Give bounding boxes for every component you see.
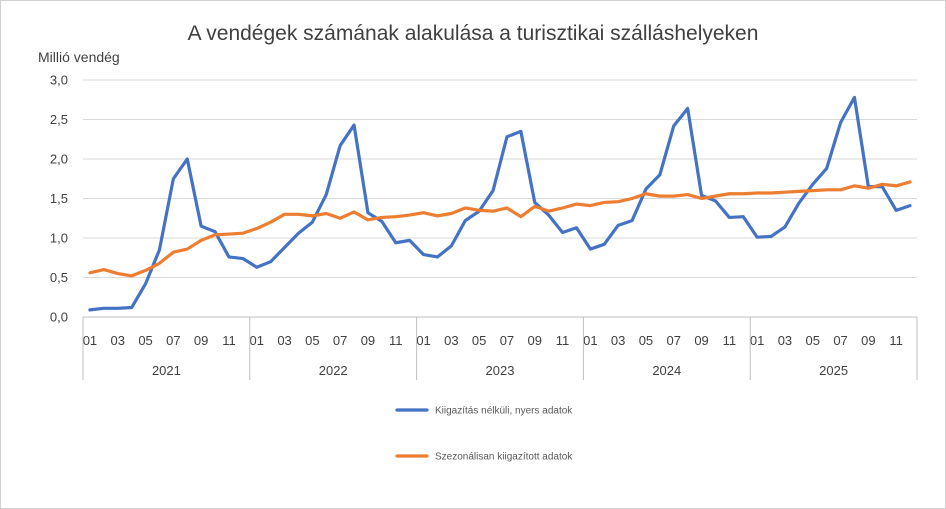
data-series xyxy=(88,95,912,312)
y-tick-label: 1,5 xyxy=(50,191,68,206)
month-tick-label: 11 xyxy=(889,333,903,348)
legend-label: Szezonálisan kiigazított adatok xyxy=(435,452,573,463)
month-tick-label: 05 xyxy=(472,333,486,348)
month-tick-label: 01 xyxy=(416,333,430,348)
year-label: 2022 xyxy=(319,363,348,378)
series-line-seasonally-adjusted xyxy=(88,180,912,278)
month-tick-label: 07 xyxy=(833,333,847,348)
month-tick-label: 09 xyxy=(194,333,208,348)
month-tick-label: 03 xyxy=(611,333,625,348)
month-tick-label: 05 xyxy=(305,333,319,348)
year-label: 2023 xyxy=(486,363,515,378)
month-tick-label: 03 xyxy=(778,333,792,348)
month-tick-label: 01 xyxy=(750,333,764,348)
month-tick-label: 11 xyxy=(389,333,403,348)
y-tick-labels: 0,0 0,5 1,0 1,5 2,0 2,5 3,0 xyxy=(50,73,68,325)
legend-label: Kiigazítás nélküli, nyers adatok xyxy=(435,406,573,417)
month-tick-label: 07 xyxy=(500,333,514,348)
y-tick-label: 2,0 xyxy=(50,152,68,167)
month-tick-label: 09 xyxy=(528,333,542,348)
month-tick-label: 03 xyxy=(111,333,125,348)
legend: Kiigazítás nélküli, nyers adatok Szezonál… xyxy=(395,406,573,463)
y-tick-label: 0,0 xyxy=(50,310,68,325)
y-tick-label: 1,0 xyxy=(50,231,68,246)
y-tick-label: 2,5 xyxy=(50,112,68,127)
month-tick-label: 01 xyxy=(583,333,597,348)
month-tick-label: 01 xyxy=(83,333,97,348)
month-tick-label: 03 xyxy=(444,333,458,348)
year-label: 2021 xyxy=(152,363,181,378)
y-tick-label: 0,5 xyxy=(50,270,68,285)
month-tick-label: 11 xyxy=(556,333,570,348)
y-tick-label: 3,0 xyxy=(50,73,68,88)
chart-title: A vendégek számának alakulása a turiszti… xyxy=(188,22,759,45)
month-tick-label: 07 xyxy=(667,333,681,348)
month-tick-label: 01 xyxy=(250,333,264,348)
month-tick-label: 09 xyxy=(361,333,375,348)
year-label: 2024 xyxy=(652,363,681,378)
year-label: 2025 xyxy=(819,363,848,378)
month-tick-label: 07 xyxy=(333,333,347,348)
month-tick-label: 05 xyxy=(806,333,820,348)
month-tick-label: 09 xyxy=(694,333,708,348)
y-axis-label: Millió vendég xyxy=(38,49,120,65)
month-tick-label: 05 xyxy=(138,333,152,348)
month-tick-label: 05 xyxy=(639,333,653,348)
gridlines xyxy=(83,79,917,318)
month-tick-label: 03 xyxy=(277,333,291,348)
month-tick-label: 07 xyxy=(166,333,180,348)
x-axis: 01 03 05 07 09 11 2021 01 03 05 07 09 11 2022 01 03 05 07… xyxy=(82,316,918,380)
month-tick-label: 09 xyxy=(861,333,875,348)
month-tick-label: 11 xyxy=(222,333,236,348)
month-tick-label: 11 xyxy=(723,333,737,348)
series-line-raw xyxy=(88,95,912,312)
